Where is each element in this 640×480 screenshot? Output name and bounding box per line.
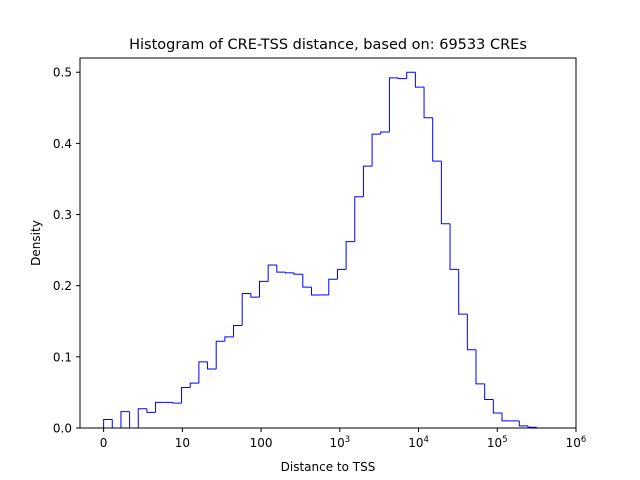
histogram-bar [518, 420, 528, 427]
histogram-bar [406, 71, 416, 79]
histogram-bar [310, 287, 321, 296]
histogram-bar [181, 386, 191, 404]
y-tick-label: 0.2 [53, 279, 72, 293]
histogram-bar [189, 382, 199, 388]
histogram-bar [267, 264, 277, 282]
histogram-bar [466, 314, 477, 351]
histogram-bar [137, 408, 147, 428]
x-axis-label: Distance to TSS [281, 460, 376, 474]
histogram-bar [224, 336, 234, 342]
histogram-bar [397, 77, 407, 80]
histogram-bar [111, 419, 121, 429]
y-tick-label: 0.0 [53, 422, 72, 436]
histogram-bar [458, 269, 468, 315]
histogram-bar [388, 77, 399, 132]
x-tick-label: 10 [175, 436, 190, 450]
histogram-bar [293, 272, 303, 275]
histogram-bar [492, 399, 502, 414]
histogram-bar [475, 349, 485, 385]
histogram-bar [103, 418, 113, 428]
histogram-bar [423, 87, 433, 119]
histogram-bar [371, 133, 381, 167]
histogram-bar [198, 361, 208, 384]
histogram-bar [241, 293, 251, 326]
histogram-bar [432, 117, 442, 162]
x-tick-label: 103 [329, 435, 350, 450]
plot-frame [79, 57, 577, 429]
histogram-bar [501, 413, 511, 422]
histogram-bar [328, 278, 338, 295]
histogram-bar [284, 272, 295, 274]
y-tick-label: 0.3 [53, 208, 72, 222]
histogram-bar [449, 223, 459, 270]
histogram-bar [250, 293, 260, 298]
histogram-bar [380, 131, 390, 135]
histogram-bar [233, 325, 243, 337]
y-axis: 0.0 0.1 0.2 0.3 0.4 0.5 [53, 66, 80, 436]
histogram-bar [129, 411, 139, 429]
x-tick-label: 104 [408, 435, 429, 450]
histogram-bar [345, 241, 355, 270]
histogram-bar [207, 361, 217, 370]
chart-title: Histogram of CRE-TSS distance, based on:… [129, 37, 527, 53]
histogram-bar [354, 196, 364, 242]
histogram-bar [120, 411, 130, 428]
histogram-bar [484, 383, 494, 401]
y-tick-label: 0.4 [53, 137, 72, 151]
x-tick-label: 106 [566, 435, 587, 450]
histogram-bar [259, 280, 269, 298]
x-axis: 0 10 100 103 104 105 106 [100, 428, 587, 450]
histogram-bar [155, 401, 165, 413]
histogram-bar [414, 72, 425, 88]
x-tick-label: 100 [250, 436, 273, 450]
histogram-bar [215, 340, 225, 369]
histogram-bar [172, 402, 182, 404]
histogram-bar [302, 274, 312, 288]
histogram-bar [276, 265, 286, 273]
histogram-layer [103, 71, 546, 429]
x-tick-label: 105 [487, 435, 508, 450]
histogram-bar [362, 165, 373, 197]
y-axis-label: Density [29, 220, 43, 266]
histogram-bar [146, 408, 156, 413]
histogram-bar [527, 425, 537, 428]
x-tick-label: 0 [100, 436, 108, 450]
y-tick-label: 0.5 [53, 66, 72, 80]
histogram-bar [336, 268, 347, 280]
y-tick-label: 0.1 [53, 350, 72, 364]
histogram-bar [440, 161, 451, 225]
